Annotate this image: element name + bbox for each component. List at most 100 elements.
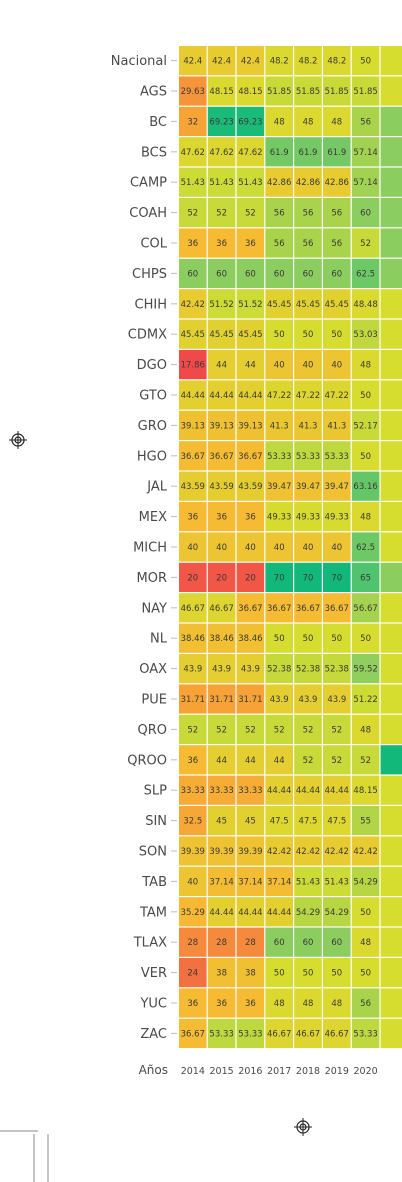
heatmap-cell — [351, 319, 380, 349]
heatmap-cell — [323, 532, 351, 562]
heatmap-cell — [265, 866, 293, 896]
cell-value-label: 40 — [303, 543, 314, 553]
heatmap-cell — [179, 836, 207, 866]
cell-value-label: 36 — [245, 513, 256, 523]
cell-value-label: 36 — [187, 999, 198, 1009]
heatmap-cell-cutoff — [380, 471, 402, 501]
heatmap-cell — [179, 714, 207, 744]
heatmap-grid: 42.4 42.4 42.4 48.2 48.2 48.2 50 29.63 48.15 48.1… — [179, 46, 402, 1048]
heatmap-cell — [265, 988, 293, 1018]
row-label: SON — [139, 845, 167, 860]
cell-value-label: 60 — [303, 269, 314, 279]
cell-value-label: 37.14 — [238, 877, 262, 887]
heatmap-cell — [323, 106, 351, 136]
crop-marks — [0, 1130, 49, 1182]
cell-value-label: 44.44 — [267, 786, 291, 796]
heatmap-cell-cutoff — [380, 562, 402, 592]
heatmap-cell — [207, 76, 236, 106]
cell-value-label: 56 — [303, 239, 314, 249]
row-label: QRO — [138, 723, 168, 738]
cell-value-label: 45.45 — [209, 330, 233, 340]
heatmap-cell — [179, 471, 207, 501]
heatmap-cell — [294, 684, 322, 714]
cell-value-label: 40 — [331, 543, 342, 553]
cell-value-label: 44.44 — [209, 391, 233, 401]
heatmap-cell — [323, 836, 351, 866]
cell-value-label: 60 — [245, 269, 256, 279]
heatmap-cell-cutoff — [380, 897, 402, 927]
heatmap-cell-cutoff — [380, 714, 402, 744]
heatmap-cell — [207, 684, 236, 714]
cell-value-label: 43.9 — [183, 665, 202, 675]
cell-value-label: 51.43 — [181, 178, 205, 188]
cell-value-label: 33.33 — [181, 786, 205, 796]
heatmap-cell — [236, 258, 265, 288]
row-label: SLP — [144, 784, 167, 799]
heatmap-cell — [236, 106, 265, 136]
row-label: AGS — [140, 85, 167, 100]
heatmap-cell-cutoff — [380, 76, 402, 106]
cell-value-label: 43.9 — [299, 695, 318, 705]
cell-value-label: 52 — [187, 725, 198, 735]
cell-value-label: 38.46 — [181, 634, 205, 644]
cell-value-label: 51.43 — [238, 178, 262, 188]
cell-value-label: 52 — [331, 725, 342, 735]
heatmap-cell — [294, 988, 322, 1018]
heatmap-cell-cutoff — [380, 198, 402, 228]
heatmap-cell — [236, 167, 265, 197]
cell-value-label: 50 — [360, 391, 371, 401]
heatmap-cell — [236, 228, 265, 258]
cell-value-label: 44.44 — [209, 908, 233, 918]
heatmap-cell — [294, 228, 322, 258]
heatmap-cell — [294, 593, 322, 623]
cell-value-label: 37.14 — [209, 877, 233, 887]
cell-value-label: 40 — [187, 543, 198, 553]
heatmap-cell — [323, 623, 351, 653]
cell-value-label: 42.86 — [267, 178, 291, 188]
cell-value-label: 54.29 — [325, 908, 349, 918]
cell-value-label: 49.33 — [325, 513, 349, 523]
cell-value-label: 20 — [187, 573, 198, 583]
cell-value-label: 54.29 — [353, 877, 377, 887]
heatmap-cell — [351, 714, 380, 744]
heatmap-cell — [294, 714, 322, 744]
cell-value-label: 48 — [331, 999, 342, 1009]
heatmap-cell — [179, 684, 207, 714]
cell-value-label: 56 — [360, 999, 371, 1009]
cell-value-label: 44.44 — [181, 391, 205, 401]
cell-value-label: 48 — [360, 361, 371, 371]
cell-value-label: 51.43 — [209, 178, 233, 188]
cell-value-label: 42.4 — [241, 57, 260, 67]
heatmap-cell — [351, 775, 380, 805]
cell-value-label: 36 — [245, 999, 256, 1009]
cell-value-label: 56 — [360, 117, 371, 127]
cell-value-label: 42.42 — [296, 847, 320, 857]
row-label: TLAX — [133, 936, 167, 951]
heatmap-cell — [351, 866, 380, 896]
cell-value-label: 48 — [274, 117, 285, 127]
heatmap-cell — [323, 167, 351, 197]
heatmap-cell — [351, 502, 380, 532]
heatmap-cell — [207, 106, 236, 136]
heatmap-cell — [294, 46, 322, 76]
cell-value-label: 36 — [187, 239, 198, 249]
cell-value-label: 40 — [331, 361, 342, 371]
cell-value-label: 50 — [303, 969, 314, 979]
cell-value-label: 48.15 — [209, 87, 233, 97]
heatmap-cell — [236, 806, 265, 836]
heatmap-cell — [265, 198, 293, 228]
year-tick-label: 2019 — [325, 1066, 349, 1077]
heatmap-cell — [179, 319, 207, 349]
cell-value-label: 47.5 — [299, 817, 318, 827]
heatmap-cell — [323, 745, 351, 775]
heatmap-cell — [179, 897, 207, 927]
cell-value-label: 44.44 — [296, 786, 320, 796]
heatmap-cell — [236, 1018, 265, 1048]
heatmap-cell-cutoff — [380, 532, 402, 562]
heatmap-cell — [207, 745, 236, 775]
cell-value-label: 20 — [245, 573, 256, 583]
heatmap-cell — [351, 806, 380, 836]
cell-value-label: 45 — [216, 817, 227, 827]
heatmap-cell-cutoff — [380, 988, 402, 1018]
